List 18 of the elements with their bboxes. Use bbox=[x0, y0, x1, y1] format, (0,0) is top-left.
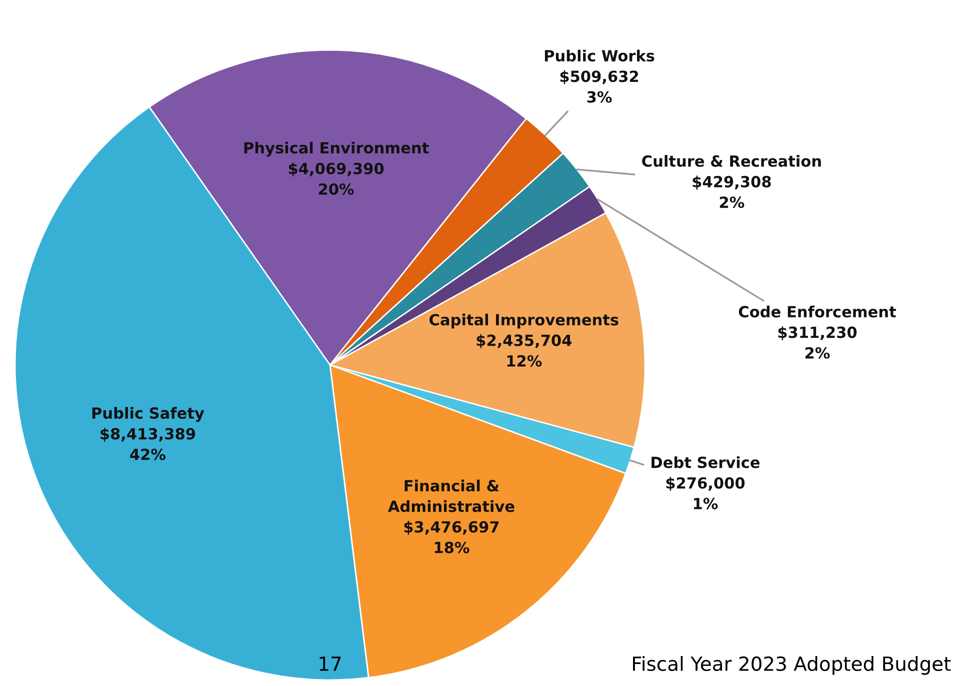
data-label: $4,069,390 20% bbox=[288, 162, 384, 195]
data-label: $429,308 2% bbox=[692, 176, 771, 208]
slice-label: Culture & Recreation bbox=[642, 155, 821, 167]
slice-label: Public Safety bbox=[92, 407, 204, 422]
data-label: $3,476,697 18% bbox=[404, 520, 499, 554]
data-label: $276,000 1% bbox=[666, 476, 745, 510]
slice-label: Public Works bbox=[544, 50, 654, 62]
data-label: $509,632 3% bbox=[560, 70, 638, 103]
slice-label: Physical Environment bbox=[244, 142, 429, 157]
slice-label: Code Enforcement bbox=[738, 306, 896, 318]
data-label: $8,413,389 42% bbox=[100, 428, 196, 460]
data-label: $311,230 2% bbox=[778, 326, 857, 359]
text: 17 bbox=[320, 656, 341, 671]
data-label: $2,435,704 12% bbox=[476, 334, 572, 367]
slice-label: Financial & Administrative bbox=[388, 480, 514, 512]
slice-label: Debt Service bbox=[652, 456, 760, 468]
text: Fiscal Year 2023 Adopted Budget bbox=[633, 656, 951, 675]
slice-label: Capital Improvements bbox=[430, 314, 618, 328]
